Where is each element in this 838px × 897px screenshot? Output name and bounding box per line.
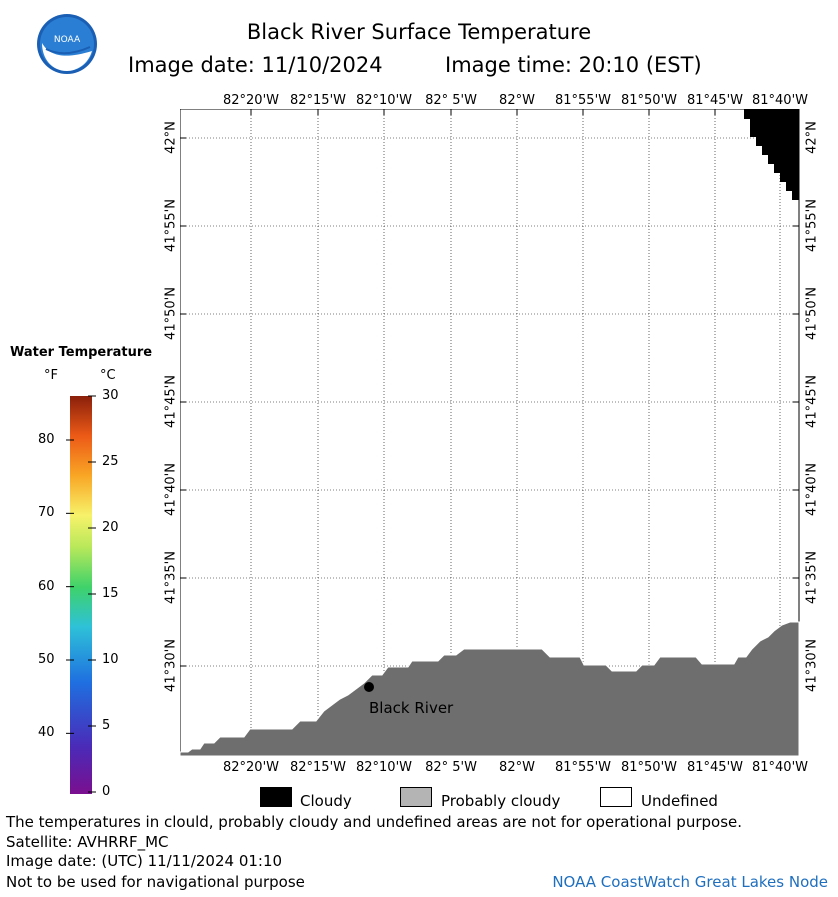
map-area: Black River xyxy=(180,109,800,757)
lat-label: 41°55'N xyxy=(804,199,820,252)
lat-label: 41°30'N xyxy=(804,639,820,692)
place-label: Black River xyxy=(369,699,454,717)
legend-probably-cloudy: Probably cloudy xyxy=(441,792,561,810)
lat-label: 41°55'N xyxy=(163,199,179,252)
unit-fahrenheit: °F xyxy=(44,368,58,383)
lon-label: 81°45'W xyxy=(686,93,743,108)
celsius-tick-label: 20 xyxy=(102,520,119,535)
celsius-tick-label: 10 xyxy=(102,652,119,667)
noaa-logo: NOAA xyxy=(37,14,97,74)
image-time-label: Image time: 20:10 (EST) xyxy=(445,53,702,77)
lat-label: 41°30'N xyxy=(163,639,179,692)
probably-cloudy-swatch xyxy=(400,787,432,807)
lat-label: 41°40'N xyxy=(163,463,179,516)
undefined-swatch xyxy=(600,787,632,807)
lon-label: 82°20'W xyxy=(222,760,279,775)
fahrenheit-tick-label: 60 xyxy=(38,578,55,594)
celsius-tick-label: 15 xyxy=(102,586,119,601)
celsius-tick-label: 30 xyxy=(102,388,119,403)
lon-label: 82°15'W xyxy=(289,93,346,108)
utc-date-text: Image date: (UTC) 11/11/2024 01:10 xyxy=(6,852,283,870)
lon-label: 81°45'W xyxy=(686,760,743,775)
navigation-warning: Not to be used for navigational purpose xyxy=(6,873,305,891)
colorbar xyxy=(66,395,96,794)
lon-label: 82° 5'W xyxy=(425,93,477,108)
legend-undefined: Undefined xyxy=(641,792,718,810)
celsius-tick-label: 0 xyxy=(102,784,111,799)
fahrenheit-tick-label: 70 xyxy=(38,505,55,521)
lon-label: 82°10'W xyxy=(355,760,412,775)
lon-label: 81°50'W xyxy=(620,760,677,775)
credit-text: NOAA CoastWatch Great Lakes Node xyxy=(552,873,828,891)
lon-label: 81°40'W xyxy=(751,760,808,775)
map-title: Black River Surface Temperature xyxy=(246,20,592,44)
lat-label: 41°50'N xyxy=(163,287,179,340)
lon-label: 81°55'W xyxy=(554,760,611,775)
image-date-label: Image date: 11/10/2024 xyxy=(128,53,383,77)
lon-label: 82°W xyxy=(499,93,535,108)
land-area xyxy=(180,621,800,757)
colorbar-title: Water Temperature xyxy=(10,345,153,360)
lon-label: 82° 5'W xyxy=(425,760,477,775)
lat-label: 42°N xyxy=(804,121,820,154)
lon-label: 82°20'W xyxy=(222,93,279,108)
lat-label: 41°45'N xyxy=(804,375,820,428)
cloudy-swatch xyxy=(260,787,292,807)
celsius-tick-label: 25 xyxy=(102,454,119,469)
lon-label: 81°40'W xyxy=(751,93,808,108)
lon-label: 81°50'W xyxy=(620,93,677,108)
cloudy-area xyxy=(744,109,799,200)
legend-cloudy: Cloudy xyxy=(300,792,352,810)
logo-text: NOAA xyxy=(54,35,81,45)
lon-label: 81°55'W xyxy=(554,93,611,108)
fahrenheit-tick-label: 50 xyxy=(38,652,55,667)
lat-label: 41°40'N xyxy=(804,463,820,516)
satellite-text: Satellite: AVHRRF_MC xyxy=(6,833,169,851)
disclaimer-text: The temperatures in clould, probably clo… xyxy=(6,813,743,831)
celsius-tick-label: 5 xyxy=(102,718,111,733)
lon-label: 82°15'W xyxy=(289,760,346,775)
lat-label: 41°35'N xyxy=(163,551,179,604)
lat-label: 42°N xyxy=(163,121,179,154)
fahrenheit-tick-label: 80 xyxy=(38,432,55,447)
unit-celsius: °C xyxy=(100,368,116,383)
map-frame xyxy=(180,109,800,757)
black-river-marker xyxy=(364,682,374,692)
lat-label: 41°45'N xyxy=(163,375,179,428)
lon-label: 82°W xyxy=(499,760,535,775)
lat-label: 41°50'N xyxy=(804,287,820,340)
lon-label: 82°10'W xyxy=(355,93,412,108)
lat-label: 41°35'N xyxy=(804,551,820,604)
fahrenheit-tick-label: 40 xyxy=(38,725,55,741)
